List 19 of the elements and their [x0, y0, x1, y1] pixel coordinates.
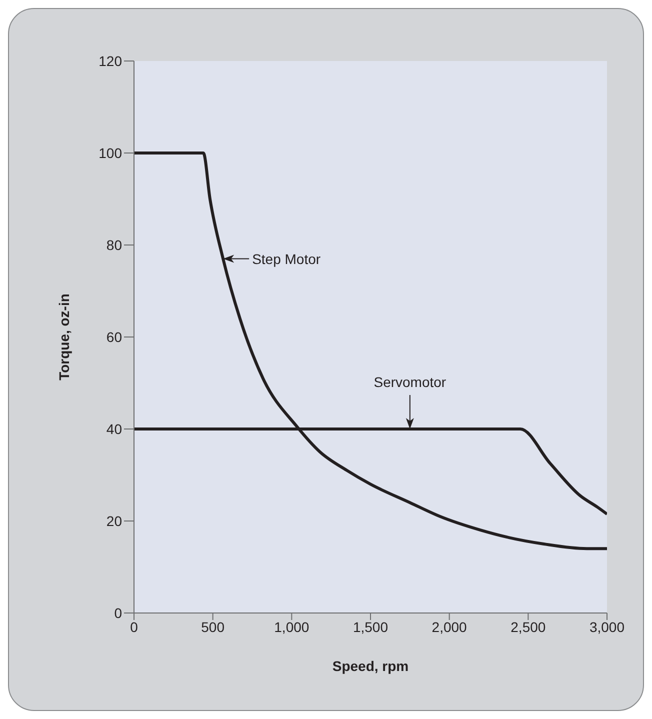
annotation: Step Motor [252, 250, 321, 267]
x-tick-label: 2,500 [510, 618, 546, 635]
y-axis-title: Torque, oz-in [56, 294, 72, 380]
x-tick-label: 0 [130, 618, 138, 635]
x-tick-label: 1,500 [352, 618, 388, 635]
y-tick-label: 120 [98, 52, 122, 69]
annotation: Servomotor [374, 374, 446, 390]
y-tick-label: 20 [106, 512, 122, 529]
y-tick-label: 40 [106, 420, 122, 437]
x-tick-label: 2,000 [432, 618, 468, 635]
y-tick-label: 100 [98, 144, 122, 161]
y-tick-label: 60 [106, 328, 122, 345]
y-tick-label: 80 [106, 236, 122, 253]
y-tick-label: 0 [114, 604, 122, 621]
line-series [134, 152, 607, 550]
x-tick-label: 1,000 [274, 618, 310, 635]
x-axis-title: Speed, rpm [332, 658, 409, 674]
x-tick-label: 500 [201, 618, 225, 635]
x-tick-label: 3,000 [589, 618, 625, 635]
